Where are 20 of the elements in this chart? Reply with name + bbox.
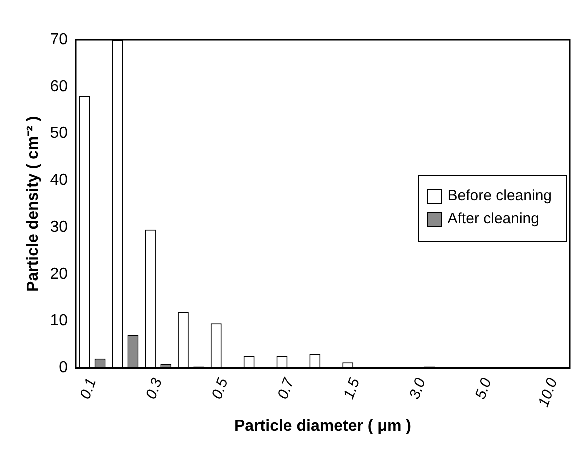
x-tick-label: 5.0 xyxy=(472,376,496,402)
y-tick-label: 0 xyxy=(59,360,68,377)
y-tick-label: 60 xyxy=(50,78,68,96)
x-axis-title: Particle diameter ( μm ) xyxy=(234,418,412,435)
y-axis-title: Particle density ( cm⁻² ) xyxy=(25,116,42,292)
legend-label: Before cleaning xyxy=(448,188,552,205)
x-tick-label: 0.5 xyxy=(208,376,232,402)
y-tick-label: 40 xyxy=(50,172,68,190)
legend-label: After cleaning xyxy=(448,210,540,228)
y-tick-label: 10 xyxy=(50,312,68,330)
x-tick-label: 0.3 xyxy=(142,376,166,402)
x-tick-label: 3.0 xyxy=(406,376,430,402)
y-tick-label: 20 xyxy=(50,266,68,283)
y-tick-label: 70 xyxy=(50,31,68,48)
y-tick-label: 30 xyxy=(50,218,68,236)
y-tick-label: 50 xyxy=(50,125,68,142)
x-tick-label: 0.7 xyxy=(274,376,298,402)
x-tick-label: 0.1 xyxy=(77,376,100,402)
x-tick-label: 10.0 xyxy=(535,376,562,410)
x-tick-label: 1.5 xyxy=(340,376,364,402)
